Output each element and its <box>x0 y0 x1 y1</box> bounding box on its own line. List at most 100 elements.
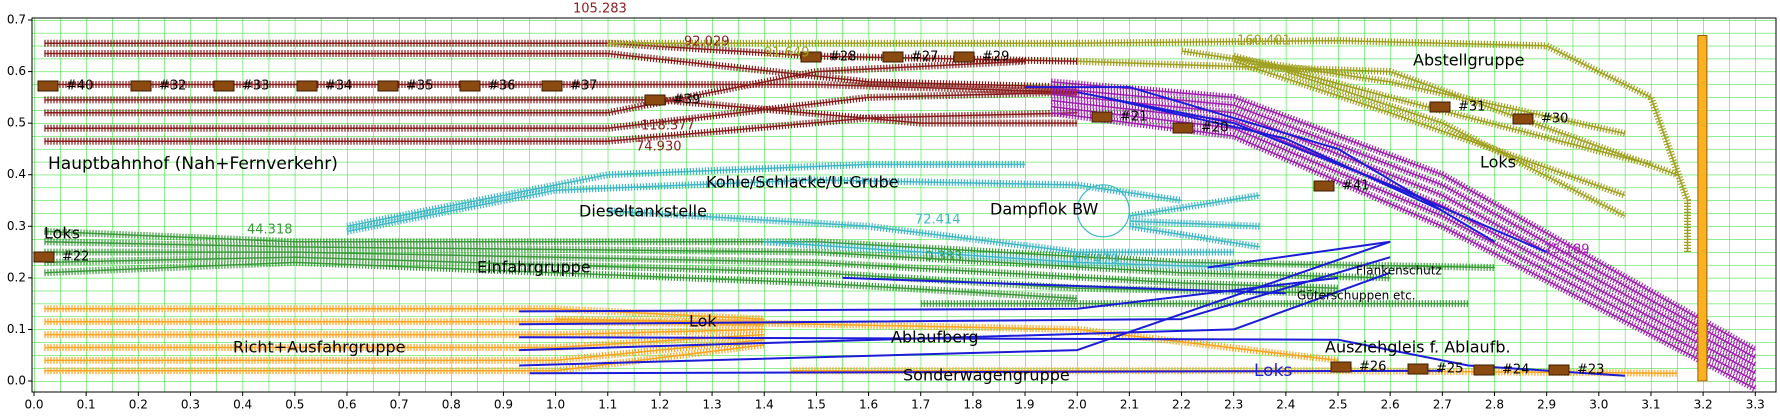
locomotive <box>644 94 666 106</box>
x-tick-label: 0.2 <box>129 398 148 412</box>
locomotive <box>1548 364 1570 376</box>
track <box>44 42 1078 63</box>
locomotive <box>953 51 975 63</box>
region-label: Loks <box>44 224 80 243</box>
x-tick-label: 2.0 <box>1068 398 1087 412</box>
train-label: #30 <box>1541 112 1568 127</box>
train-label: #31 <box>1458 100 1485 115</box>
track <box>519 271 1391 352</box>
annotation: 160.401 <box>1237 34 1291 49</box>
locomotive <box>1473 364 1495 376</box>
locomotive <box>377 80 399 92</box>
region-label: Ausziehgleis f. Ablaufb. <box>1325 338 1511 357</box>
tracks <box>44 34 1758 392</box>
track <box>44 91 1078 130</box>
x-tick-label: 2.1 <box>1120 398 1139 412</box>
track <box>44 52 1078 88</box>
track <box>1285 70 1626 217</box>
y-tick-label: 0.4 <box>7 167 26 181</box>
annotation: 118.377 <box>641 119 695 134</box>
y-tick-label: 0.7 <box>7 13 26 27</box>
track <box>1103 96 1443 212</box>
labels: Hauptbahnhof (Nah+Fernverkehr) Loks Diesel… <box>33 2 1604 385</box>
train-label: #26 <box>1359 360 1386 375</box>
track <box>1233 55 1652 166</box>
x-tick-label: 3.2 <box>1694 398 1713 412</box>
region-label: Kohle/Schlacke/U-Grube <box>706 173 899 192</box>
track <box>519 256 1391 326</box>
train-label: #37 <box>570 79 597 94</box>
annotation: 44.318 <box>247 223 293 238</box>
train-label: #21 <box>1120 110 1147 125</box>
track <box>1129 225 1260 248</box>
train-label: #35 <box>406 79 433 94</box>
x-tick-label: 2.5 <box>1328 398 1347 412</box>
x-tick-label: 0.0 <box>24 398 43 412</box>
region-label: Sonderwagengruppe <box>903 366 1070 385</box>
region-label: Loks <box>1480 153 1516 172</box>
locomotive <box>541 80 563 92</box>
region-label: Loks <box>1254 361 1292 381</box>
x-tick-label: 1.6 <box>859 398 878 412</box>
train-label: #32 <box>159 79 186 94</box>
x-tick-label: 1.8 <box>963 398 982 412</box>
track <box>1051 105 1756 382</box>
x-tick-label: 0.8 <box>442 398 461 412</box>
locomotive <box>1091 111 1113 123</box>
track <box>44 241 1391 279</box>
locomotive <box>800 51 822 63</box>
locomotive <box>882 51 904 63</box>
x-tick-label: 2.8 <box>1485 398 1504 412</box>
x-tick-label: 1.5 <box>807 398 826 412</box>
region-label: Abstellgruppe <box>1413 51 1524 70</box>
locomotive <box>1407 363 1429 375</box>
headshunt-bar <box>1697 34 1708 382</box>
x-tick-label: 1.9 <box>1015 398 1034 412</box>
x-tick-label: 0.7 <box>390 398 409 412</box>
locomotive <box>296 80 318 92</box>
region-label: Einfahrgruppe <box>477 258 591 277</box>
track <box>44 333 765 349</box>
turntable <box>1076 184 1130 238</box>
annotation: 105.283 <box>573 2 627 17</box>
region-label: Richt+Ausfahrgruppe <box>233 338 406 357</box>
track <box>607 210 1234 253</box>
x-tick-label: 3.1 <box>1641 398 1660 412</box>
track <box>1207 240 1391 269</box>
locomotive <box>459 80 481 92</box>
track <box>607 39 1689 253</box>
track <box>764 241 1234 269</box>
locomotive <box>1172 122 1194 134</box>
train-label: #41 <box>1342 179 1369 194</box>
track <box>1051 81 1756 351</box>
x-tick-label: 0.4 <box>233 398 252 412</box>
track <box>519 276 1339 313</box>
track <box>44 338 765 362</box>
annotation: 63.470 <box>1073 253 1119 268</box>
train-label: #39 <box>673 93 700 108</box>
x-tick-label: 2.6 <box>1381 398 1400 412</box>
x-tick-label: 0.6 <box>337 398 356 412</box>
x-tick-label: 0.3 <box>181 398 200 412</box>
region-label: Hauptbahnhof (Nah+Fernverkehr) <box>48 154 338 174</box>
annotation: 92.029 <box>684 35 730 50</box>
track <box>1129 220 1260 228</box>
x-tick-label: 3.3 <box>1746 398 1765 412</box>
region-label: Flankenschutz <box>1356 264 1442 278</box>
x-tick-label: 2.7 <box>1433 398 1452 412</box>
track <box>346 179 1182 233</box>
region-label: Ablaufberg <box>891 328 979 347</box>
track <box>44 308 765 320</box>
track <box>44 60 1026 114</box>
x-tick-label: 0.1 <box>77 398 96 412</box>
train-label: #22 <box>62 250 89 265</box>
x-tick-label: 2.3 <box>1224 398 1243 412</box>
train-label: #34 <box>325 79 352 94</box>
track <box>519 240 1391 367</box>
track <box>529 369 1443 375</box>
track <box>44 261 1078 300</box>
train-label: #23 <box>1577 363 1604 378</box>
locomotive <box>130 80 152 92</box>
